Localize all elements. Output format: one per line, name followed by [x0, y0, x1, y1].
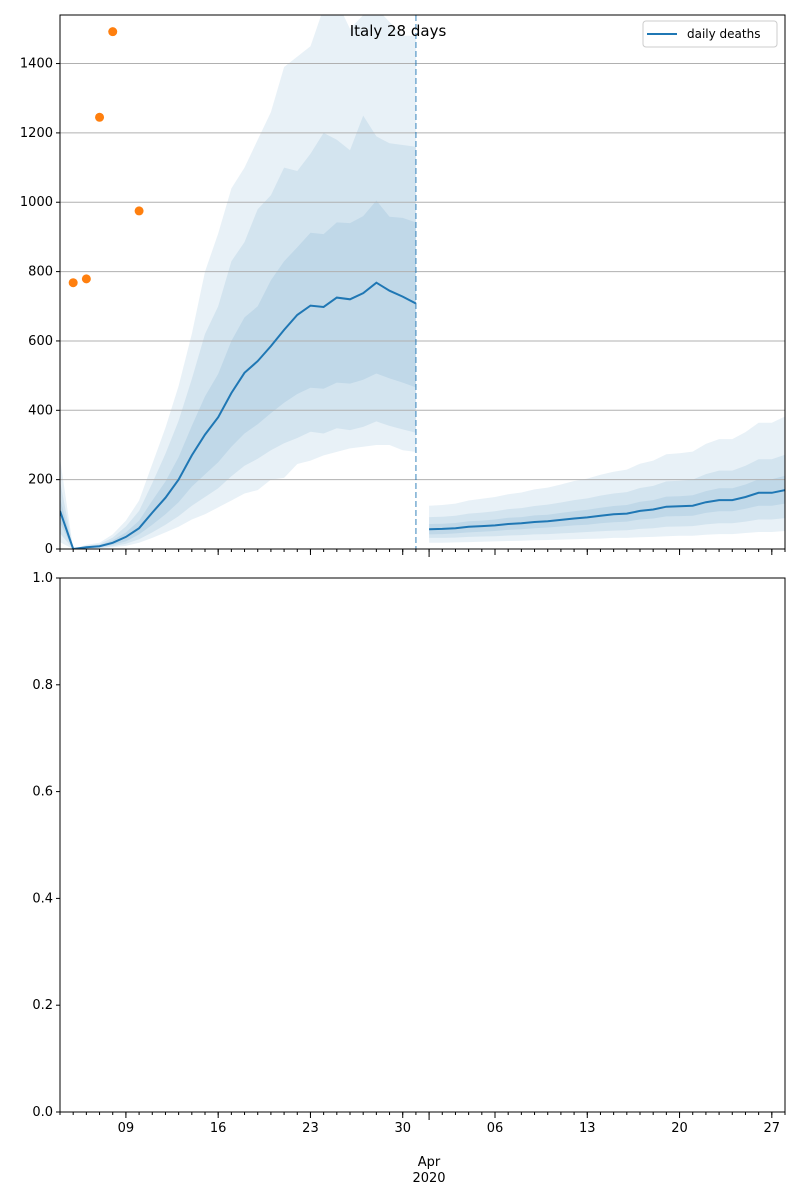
- band-0-2: [60, 15, 416, 549]
- y-tick-label: 0.2: [32, 998, 53, 1013]
- y-tick-label: 0.8: [32, 678, 53, 693]
- y-tick-label: 0: [45, 542, 53, 557]
- daily-deaths-line-1: [429, 489, 785, 531]
- uncertainty-bands: [60, 15, 785, 549]
- chart-title: Italy 28 days: [350, 22, 447, 40]
- x-tick-label: 23: [302, 1121, 319, 1136]
- x-tick-label: 20: [671, 1121, 688, 1136]
- observed-point: [95, 112, 105, 122]
- legend-box: [642, 20, 778, 48]
- y-tick-label: 1200: [20, 126, 53, 141]
- top-axis-ticks: 0 200 400 600 800 1000 1200 1400: [20, 57, 786, 557]
- x-tick-label: 09: [118, 1121, 135, 1136]
- x-tick-label: 27: [764, 1121, 781, 1136]
- daily-deaths-line-0: [60, 281, 417, 549]
- band-1-1: [429, 454, 785, 538]
- top-axes-frame: [59, 14, 786, 550]
- y-tick-label: 600: [28, 334, 53, 349]
- y-tick-label: 1000: [20, 195, 53, 210]
- band-0-0: [60, 200, 416, 549]
- observed-point: [134, 206, 144, 216]
- observed-point: [68, 278, 78, 288]
- y-tick-label: 0.4: [32, 891, 53, 906]
- y-tick-label: 200: [28, 473, 53, 488]
- y-tick-label: 400: [28, 403, 53, 418]
- y-tick-label: 1.0: [32, 571, 53, 586]
- observed-point: [81, 274, 91, 284]
- x-tick-label: 30: [394, 1121, 411, 1136]
- y-tick-label: 0.6: [32, 785, 53, 800]
- series-lines: [60, 15, 785, 549]
- x-tick-label: 13: [579, 1121, 596, 1136]
- band-1-0: [429, 475, 785, 535]
- y-tick-label: 1400: [20, 57, 53, 72]
- x-tick-label: 16: [210, 1121, 227, 1136]
- legend: daily deaths: [642, 20, 778, 48]
- y-tick-label: 0.0: [32, 1105, 53, 1120]
- bottom-axes-frame: [59, 577, 786, 1113]
- bottom-axis-ticks: 09 16 23 30 06 13 20 27 0.0 0.2 0.4 0.6 0.8 1.0: [32, 571, 786, 1136]
- band-0-1: [60, 115, 416, 549]
- legend-label: daily deaths: [687, 27, 760, 41]
- y-tick-label: 800: [28, 265, 53, 280]
- bottom-axes: 09 16 23 30 06 13 20 27 0.0 0.2 0.4 0.6 0.8 1.0 Apr 2…: [32, 571, 786, 1186]
- x-month-label: Apr: [418, 1155, 441, 1170]
- x-tick-label: 06: [487, 1121, 504, 1136]
- observed-point: [108, 27, 118, 37]
- observed-points: [68, 27, 144, 288]
- x-year-label: 2020: [412, 1171, 445, 1186]
